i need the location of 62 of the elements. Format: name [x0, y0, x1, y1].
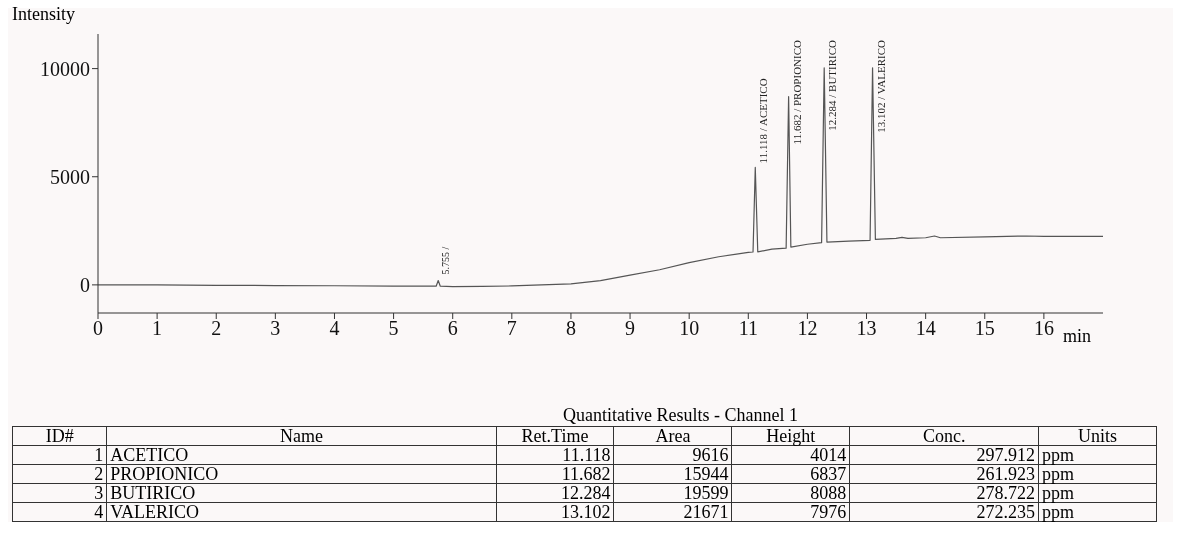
text: ppm [1038, 502, 1157, 522]
text: 2 [12, 464, 107, 484]
x-tick-label: 13 [856, 317, 877, 340]
text: 11.682 [496, 464, 614, 484]
text: 12.284 [496, 483, 614, 503]
text: 21671 [613, 502, 732, 522]
text: Height [731, 426, 850, 446]
annotation: 13.102 / VALERICO [874, 39, 887, 133]
x-tick-label: 12 [797, 317, 818, 340]
x-tick-label: 1 [152, 317, 163, 340]
annotation: 11.118 / ACETICO [757, 78, 770, 164]
text: 15944 [613, 464, 732, 484]
x-tick-label: 3 [270, 317, 281, 340]
text: 4 [12, 502, 107, 522]
text: Conc. [849, 426, 1039, 446]
x-tick-label: 6 [447, 317, 458, 340]
x-tick-label: 7 [506, 317, 517, 340]
annotation: 11.682 / PROPIONICO [790, 39, 803, 145]
text: PROPIONICO [106, 464, 497, 484]
text: BUTIRICO [106, 483, 497, 503]
x-tick-label: 14 [915, 317, 936, 340]
x-tick-label: 9 [625, 317, 636, 340]
text: 1 [12, 445, 107, 465]
text: 272.235 [849, 502, 1039, 522]
text: 8088 [731, 483, 850, 503]
text: VALERICO [106, 502, 497, 522]
text: Ret.Time [496, 426, 614, 446]
annotation: 5.755 / [440, 246, 452, 275]
text: Quantitative Results - Channel 1 [562, 405, 799, 426]
x-tick-label: 2 [211, 317, 222, 340]
y-tick-label: 5000 [50, 165, 90, 188]
text: ppm [1038, 464, 1157, 484]
text: 11.118 [496, 445, 614, 465]
x-tick-label: 11 [738, 317, 758, 340]
text: 4014 [731, 445, 850, 465]
text: 278.722 [849, 483, 1039, 503]
text: 9616 [613, 445, 732, 465]
x-axis-title: min [1063, 326, 1092, 347]
text: 261.923 [849, 464, 1039, 484]
x-tick-label: 4 [329, 317, 340, 340]
text: Name [106, 426, 497, 446]
text: Units [1038, 426, 1157, 446]
text: 19599 [613, 483, 732, 503]
x-tick-label: 15 [974, 317, 995, 340]
text: 13.102 [496, 502, 614, 522]
text: 6837 [731, 464, 850, 484]
y-tick-label: 10000 [40, 57, 90, 80]
text: 3 [12, 483, 107, 503]
text: Area [613, 426, 732, 446]
text: ppm [1038, 483, 1157, 503]
text: ID# [12, 426, 107, 446]
text: 297.912 [849, 445, 1039, 465]
x-tick-label: 8 [565, 317, 576, 340]
y-tick-label: 0 [80, 273, 90, 296]
annotation: 12.284 / BUTIRICO [826, 39, 839, 131]
x-tick-label: 5 [388, 317, 399, 340]
text: ACETICO [106, 445, 497, 465]
x-tick-label: 10 [679, 317, 700, 340]
text: ppm [1038, 445, 1157, 465]
x-tick-label: 16 [1033, 317, 1054, 340]
y-axis-title: Intensity [12, 4, 75, 25]
text: 7976 [731, 502, 850, 522]
